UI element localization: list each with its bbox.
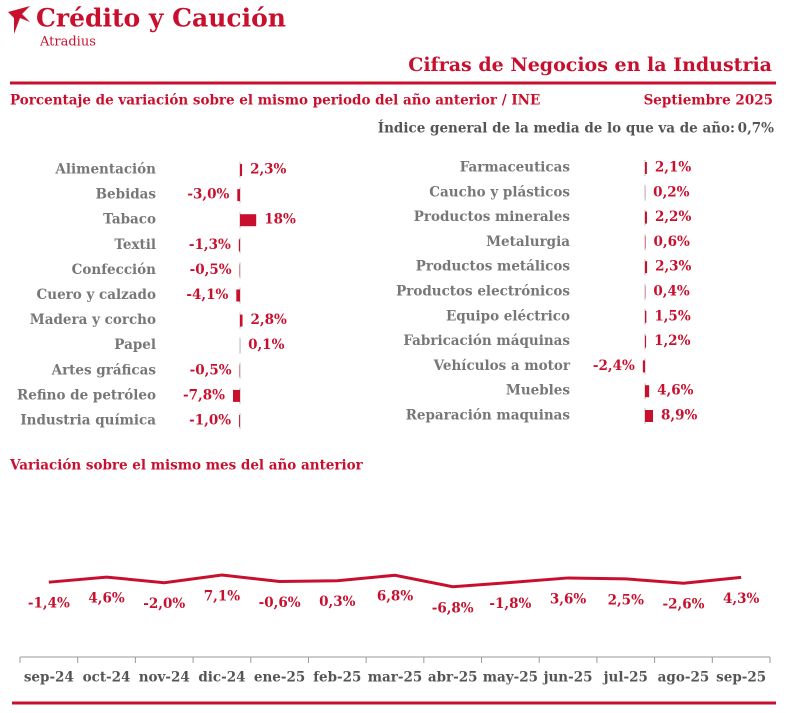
category-label: Farmaceuticas xyxy=(460,160,571,176)
x-tick-label: dic-24 xyxy=(198,670,245,686)
category-label: Madera y corcho xyxy=(30,312,156,328)
value-label: 0,1% xyxy=(248,337,284,353)
value-label: -1,0% xyxy=(189,413,231,429)
category-label: Productos electrónicos xyxy=(396,284,570,300)
value-label: 6,8% xyxy=(377,589,413,605)
value-label: 2,8% xyxy=(251,312,287,328)
value-label: -1,8% xyxy=(489,596,531,612)
value-label: -3,0% xyxy=(187,187,229,203)
line xyxy=(48,573,742,589)
bar xyxy=(642,360,645,373)
bar xyxy=(240,314,243,327)
category-label: Reparación maquinas xyxy=(406,408,571,424)
value-label: 2,5% xyxy=(608,592,644,608)
bar xyxy=(645,261,648,274)
x-tick-label: nov-24 xyxy=(139,670,190,686)
x-tick-label: feb-25 xyxy=(313,670,361,686)
value-label: -2,4% xyxy=(593,358,635,374)
bar xyxy=(240,164,243,176)
value-label: 2,3% xyxy=(655,259,691,275)
category-label: Textil xyxy=(114,237,156,253)
value-label: 4,3% xyxy=(723,591,759,607)
index-value: 0,7% xyxy=(738,121,774,137)
value-label: 1,5% xyxy=(654,308,690,324)
category-label: Tabaco xyxy=(103,212,156,228)
category-label: Fabricación máquinas xyxy=(403,333,570,349)
value-label: 18% xyxy=(264,212,296,228)
category-label: Muebles xyxy=(506,383,571,399)
value-label: 4,6% xyxy=(88,591,124,607)
bar xyxy=(645,335,647,348)
logo xyxy=(8,6,30,34)
value-label: -2,6% xyxy=(663,597,705,613)
index-label: Índice general de la media de lo que va … xyxy=(378,121,735,137)
bar xyxy=(232,389,240,402)
x-tick-label: may-25 xyxy=(483,670,538,686)
value-label: -1,4% xyxy=(28,596,70,612)
value-label: -4,1% xyxy=(186,287,228,303)
category-label: Metalurgia xyxy=(486,234,570,250)
bar xyxy=(239,415,240,427)
category-label: Vehículos a motor xyxy=(433,358,571,374)
bar xyxy=(238,239,240,252)
value-label: 7,1% xyxy=(204,588,240,604)
date: Septiembre 2025 xyxy=(644,93,773,109)
value-label: 0,4% xyxy=(653,284,689,300)
bar xyxy=(237,189,240,202)
category-label: Alimentación xyxy=(54,162,156,178)
value-label: 0,2% xyxy=(653,184,689,200)
value-label: 2,3% xyxy=(250,162,286,178)
value-label: -7,8% xyxy=(183,387,225,403)
category-label: Refino de petróleo xyxy=(17,387,156,403)
category-label: Bebidas xyxy=(96,187,157,203)
subtitle: Porcentaje de variación sobre el mismo p… xyxy=(10,93,540,109)
brand-sub: Atradius xyxy=(39,35,96,50)
category-label: Industria química xyxy=(20,413,156,429)
value-label: 3,6% xyxy=(550,591,586,607)
value-label: -0,5% xyxy=(190,262,232,278)
category-label: Artes gráficas xyxy=(51,362,157,378)
bar xyxy=(645,310,647,323)
category-label: Caucho y plásticos xyxy=(429,184,570,200)
value-label: -1,3% xyxy=(189,237,231,253)
x-tick-label: jun-25 xyxy=(543,670,593,686)
category-label: Equipo eléctrico xyxy=(446,308,570,324)
bar xyxy=(645,236,646,249)
x-tick-label: jul-25 xyxy=(603,670,648,686)
x-tick-label: sep-24 xyxy=(24,670,74,686)
category-label: Productos minerales xyxy=(414,209,571,225)
value-label: -0,5% xyxy=(190,362,232,378)
value-label: 4,6% xyxy=(657,383,693,399)
value-label: -0,6% xyxy=(259,595,301,611)
value-label: 2,1% xyxy=(655,160,691,176)
value-label: 1,2% xyxy=(654,333,690,349)
value-label: -6,8% xyxy=(432,600,474,616)
line-title: Variación sobre el mismo mes del año ant… xyxy=(9,458,364,474)
value-label: 0,6% xyxy=(654,234,690,250)
brand: Crédito y Caución xyxy=(36,4,286,33)
title: Cifras de Negocios en la Industria xyxy=(408,54,772,76)
bar xyxy=(645,385,650,398)
value-label: 0,3% xyxy=(319,594,355,610)
x-tick-label: sep-25 xyxy=(716,670,766,686)
x-tick-label: ene-25 xyxy=(254,670,305,686)
bar xyxy=(645,211,647,224)
bar xyxy=(236,289,240,302)
value-label: -2,0% xyxy=(143,596,185,612)
x-tick-label: oct-24 xyxy=(83,670,131,686)
value-label: 2,2% xyxy=(655,209,691,225)
bar xyxy=(240,214,257,227)
value-label: 8,9% xyxy=(661,408,697,424)
x-tick-label: ago-25 xyxy=(658,670,710,686)
category-label: Productos metálicos xyxy=(416,259,571,275)
bar xyxy=(645,162,647,174)
category-label: Cuero y calzado xyxy=(37,287,156,303)
bar xyxy=(645,410,654,422)
category-label: Confección xyxy=(72,262,157,278)
category-label: Papel xyxy=(114,337,156,353)
x-tick-label: mar-25 xyxy=(368,670,423,686)
x-tick-label: abr-25 xyxy=(428,670,478,686)
